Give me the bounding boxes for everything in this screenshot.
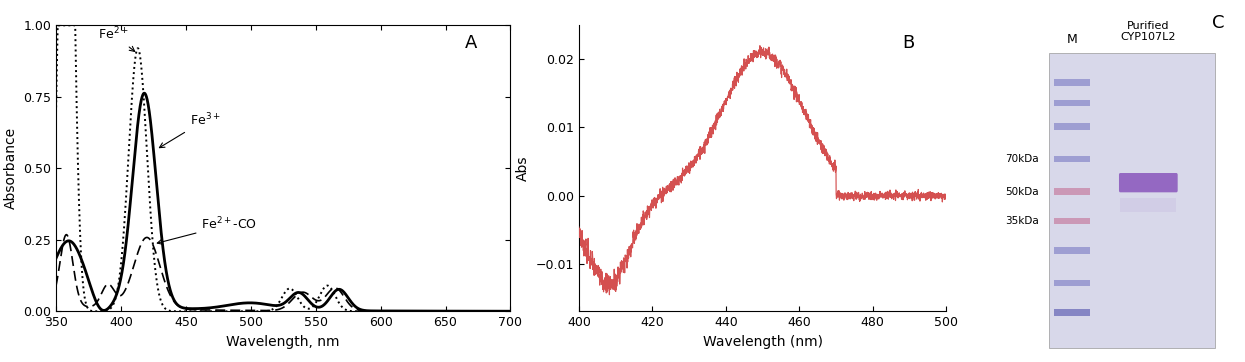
Bar	[1053, 79, 1089, 85]
Y-axis label: Absorbance: Absorbance	[4, 127, 17, 209]
FancyBboxPatch shape	[1119, 173, 1178, 192]
Bar	[1053, 100, 1089, 106]
Bar	[1053, 247, 1089, 254]
Bar	[1053, 188, 1089, 195]
Text: Purified
CYP107L2: Purified CYP107L2	[1120, 21, 1177, 42]
Text: Fe$^{3+}$: Fe$^{3+}$	[159, 112, 220, 148]
Bar	[1053, 218, 1089, 224]
Text: C: C	[1213, 14, 1225, 32]
Bar	[1048, 53, 1215, 348]
Bar	[1120, 198, 1177, 212]
Bar	[1053, 309, 1089, 316]
Bar	[1053, 123, 1089, 130]
Text: Fe$^{2+}$: Fe$^{2+}$	[98, 26, 134, 51]
Text: A: A	[466, 34, 477, 52]
Text: B: B	[903, 34, 914, 52]
Text: 50kDa: 50kDa	[1005, 186, 1038, 197]
X-axis label: Wavelength, nm: Wavelength, nm	[227, 335, 340, 349]
X-axis label: Wavelength (nm): Wavelength (nm)	[702, 335, 823, 349]
Text: 35kDa: 35kDa	[1005, 216, 1038, 226]
Text: 70kDa: 70kDa	[1005, 154, 1038, 164]
Bar	[1053, 156, 1089, 162]
Text: Fe$^{2+}$-CO: Fe$^{2+}$-CO	[157, 216, 258, 244]
Bar	[1053, 280, 1089, 286]
Y-axis label: Abs: Abs	[517, 156, 530, 181]
Text: M: M	[1067, 33, 1077, 46]
